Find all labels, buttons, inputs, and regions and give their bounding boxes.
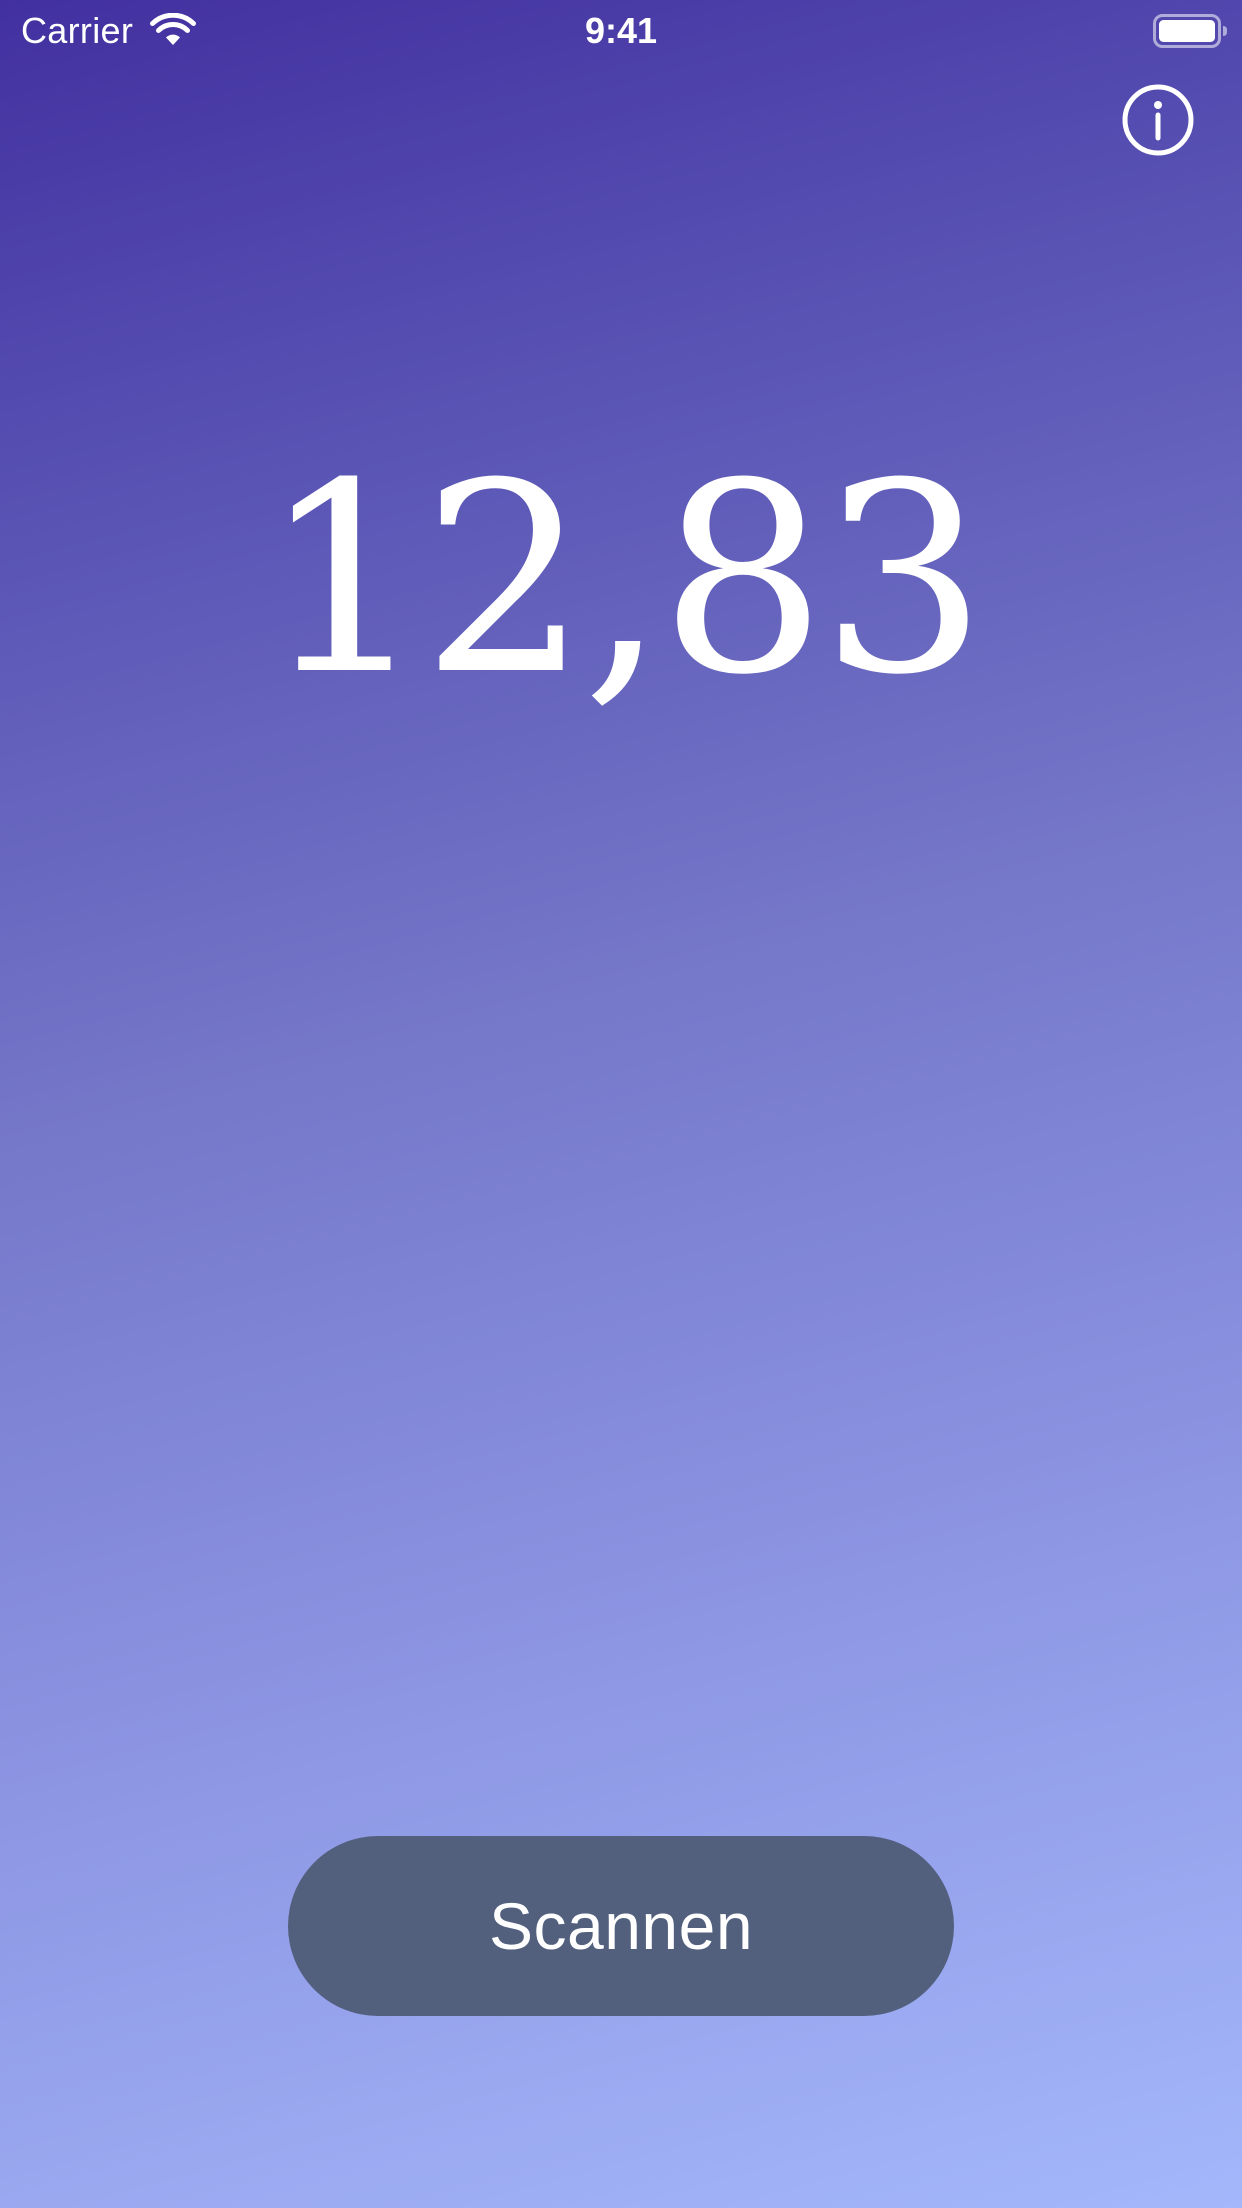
status-bar: Carrier 9:41	[0, 0, 1242, 62]
info-icon[interactable]	[1122, 84, 1194, 156]
wifi-icon	[150, 13, 196, 45]
carrier-label: Carrier	[21, 10, 134, 51]
measured-value: 12,83	[260, 427, 987, 732]
scan-button[interactable]: Scannen	[288, 1836, 954, 2016]
scan-button-label: Scannen	[488, 1889, 754, 1963]
status-time: 9:41	[584, 10, 658, 51]
battery-icon	[1153, 14, 1227, 48]
